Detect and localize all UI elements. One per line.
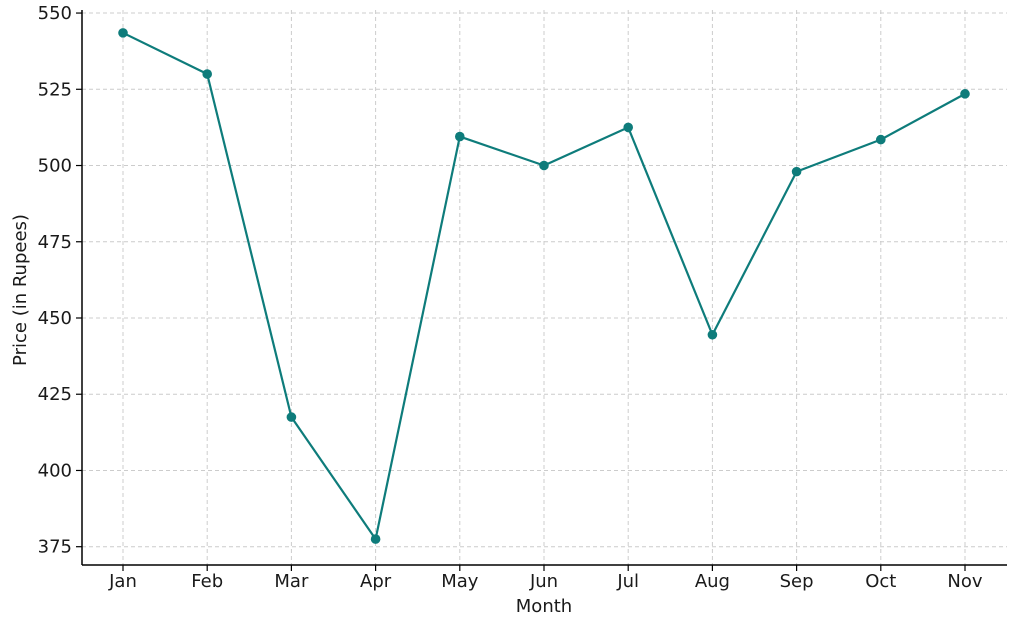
data-point-sep: [791, 166, 802, 177]
x-tick-label: May: [441, 571, 479, 592]
data-point-jun: [539, 160, 549, 171]
x-tick-label: Sep: [780, 571, 814, 592]
y-tick-label: 375: [38, 537, 72, 558]
x-axis-title: Month: [516, 596, 572, 617]
data-point-feb: [202, 69, 212, 79]
data-point-nov: [960, 89, 970, 99]
x-tick-label: Oct: [865, 571, 896, 592]
y-tick-label: 400: [38, 460, 72, 481]
y-tick-label: 525: [38, 79, 72, 100]
x-tick-label: Feb: [191, 571, 223, 592]
y-tick-label: 450: [38, 308, 72, 329]
data-point-jan: [118, 28, 128, 38]
y-tick-label: 500: [38, 156, 72, 177]
x-tick-label: Jun: [529, 571, 558, 592]
data-point-aug: [707, 329, 718, 340]
series: [118, 28, 970, 544]
grid: [82, 10, 1007, 565]
x-tick-label: Mar: [274, 571, 309, 592]
x-tick-label: Apr: [360, 571, 392, 592]
ticks: 375 400 425 450 475 500 525 550 Jan Feb Mar Apr May J…: [38, 3, 983, 592]
data-point-oct: [876, 134, 886, 145]
y-tick-label: 550: [38, 3, 72, 24]
y-tick-label: 475: [38, 232, 72, 253]
x-tick-label: Jul: [616, 571, 639, 592]
data-point-apr: [370, 534, 381, 544]
data-point-mar: [286, 412, 297, 422]
x-tick-label: Jan: [108, 571, 137, 592]
y-axis-title: Price (in Rupees): [10, 214, 31, 366]
y-tick-label: 425: [38, 384, 72, 405]
x-tick-label: Aug: [695, 571, 730, 592]
data-point-may: [455, 131, 465, 142]
data-point-jul: [623, 122, 633, 133]
x-tick-label: Nov: [947, 571, 982, 592]
